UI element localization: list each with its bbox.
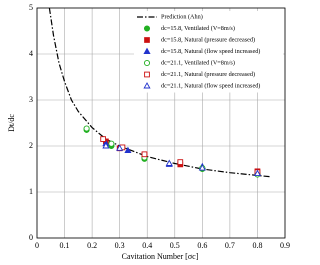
x-tick-label: 0.2 xyxy=(87,241,97,250)
x-tick-label: 0.4 xyxy=(142,241,152,250)
y-tick-label: 0 xyxy=(29,233,33,242)
legend-label: dc=21.1, Natural (flow speed increased) xyxy=(161,82,260,89)
data-point xyxy=(124,146,132,154)
x-tick-label: 0.9 xyxy=(280,241,290,250)
data-point xyxy=(165,159,173,166)
y-tick-label: 4 xyxy=(29,49,33,58)
x-axis-label: Cavitation Number [σc] xyxy=(122,252,199,261)
legend-label: dc=15.8, Ventilated (V=8m/s) xyxy=(161,25,235,32)
legend-marker xyxy=(143,59,151,67)
legend-label: dc=15.8, Natural (flow speed increased) xyxy=(161,48,260,55)
data-point xyxy=(141,151,148,158)
data-point xyxy=(102,142,110,149)
data-point xyxy=(83,125,90,132)
legend-marker xyxy=(143,82,151,89)
x-tick-label: 0.6 xyxy=(197,241,207,250)
chart: Cavitation Number [σc] Dt/dc 0 0.1 0.2 0.3 0… xyxy=(7,3,290,261)
data-point xyxy=(116,144,124,151)
data-point xyxy=(198,164,206,171)
legend-box xyxy=(134,11,283,93)
legend-label: dc=15.8, Natural (pressure decreased) xyxy=(161,36,255,43)
y-axis-label: Dt/dc xyxy=(7,114,16,132)
x-tick-label: 0.1 xyxy=(60,241,70,250)
legend-label: Prediction (Ahn) xyxy=(161,13,203,20)
legend-marker xyxy=(144,37,150,43)
x-tick-label: 0.7 xyxy=(225,241,235,250)
data-point xyxy=(253,169,262,177)
data-point xyxy=(100,136,106,142)
legend-label: dc=21.1, Ventilated (V=8m/s) xyxy=(161,59,235,66)
data-point xyxy=(177,159,184,165)
x-tick-label: 0.5 xyxy=(170,241,180,250)
legend-marker xyxy=(144,71,150,78)
plot-frame xyxy=(36,7,286,239)
x-tick-label: 0 xyxy=(35,241,39,250)
legend-label: dc=21.1, Natural (pressure decreased) xyxy=(161,71,255,78)
legend-marker xyxy=(143,25,151,32)
y-tick-label: 5 xyxy=(29,3,33,12)
y-tick-label: 1 xyxy=(29,187,33,196)
data-point xyxy=(108,140,115,147)
y-tick-label: 2 xyxy=(29,141,33,150)
x-tick-label: 0.3 xyxy=(115,241,125,250)
legend-marker xyxy=(143,47,151,54)
y-tick-label: 3 xyxy=(29,95,33,104)
x-tick-label: 0.8 xyxy=(252,241,262,250)
